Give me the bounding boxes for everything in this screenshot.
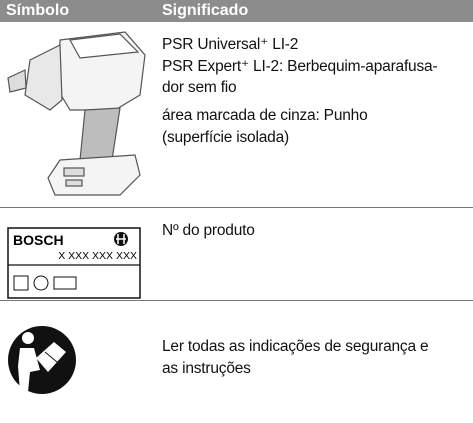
text-line: Ler todas as indicações de segurança e [162,338,429,355]
text-line: as instruções [162,360,251,377]
header-symbol: Símbolo [6,2,70,19]
text-line: PSR Universal⁺ LI-2 [162,36,299,53]
text-line: Nº do produto [162,222,255,239]
text-line: área marcada de cinza: Punho [162,107,368,124]
text-line: PSR Expert⁺ LI-2: Berbequim-aparafusa- [162,58,438,75]
label-brand: BOSCH [13,232,64,248]
read-manual-icon [8,326,76,394]
product-label: BOSCH X XXX XXX XXX [7,227,141,299]
drill-icon [7,31,146,196]
label-number: X XXX XXX XXX [58,250,137,262]
text-line: (superfície isolada) [162,129,289,146]
table-header: Símbolo Significado [0,0,473,22]
row-rule [0,207,473,208]
text-line: dor sem fio [162,79,237,96]
row-rule [0,300,473,301]
header-meaning: Significado [162,2,249,19]
